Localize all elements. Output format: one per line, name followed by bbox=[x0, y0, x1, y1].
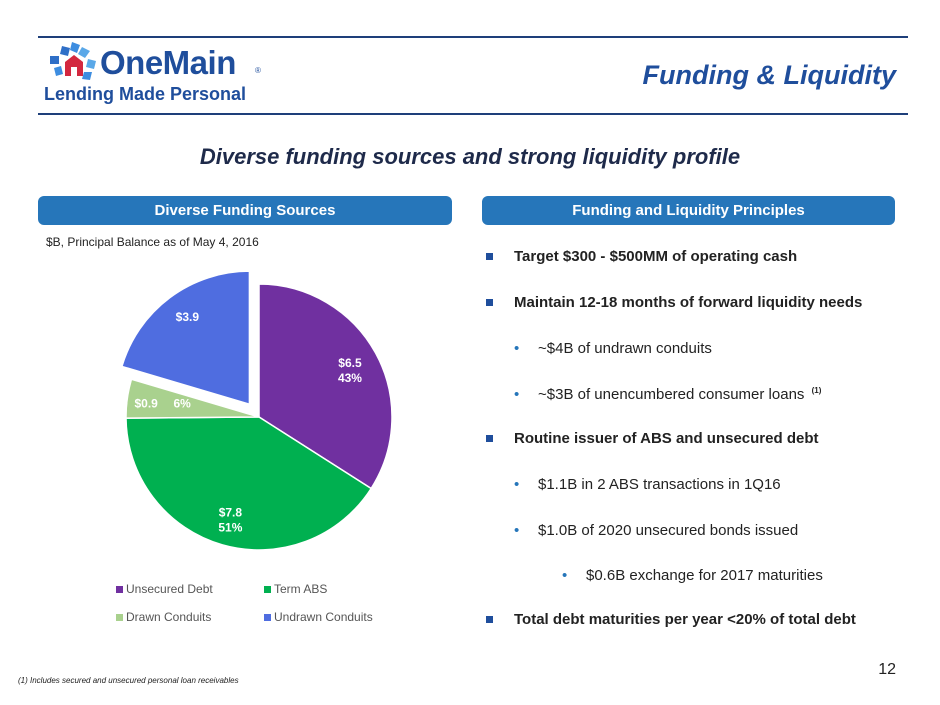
header-rule-top bbox=[38, 36, 908, 38]
dot-bullet-icon: • bbox=[514, 522, 520, 539]
logo-wordmark: OneMain bbox=[100, 44, 236, 81]
pie-slice-drawn-conduits bbox=[125, 378, 260, 419]
dot-bullet-icon: • bbox=[514, 476, 520, 493]
square-bullet-icon bbox=[486, 253, 493, 260]
logo-tagline: Lending Made Personal bbox=[44, 84, 247, 104]
page-number: 12 bbox=[878, 661, 896, 678]
principle-text: Total debt maturities per year <20% of t… bbox=[514, 611, 856, 628]
banner-liquidity-principles: Funding and Liquidity Principles bbox=[482, 196, 895, 225]
pct-label-drawn-conduits: 6% bbox=[174, 397, 192, 411]
legend-label: Drawn Conduits bbox=[126, 610, 211, 624]
principle-text: $1.0B of 2020 unsecured bonds issued bbox=[538, 522, 799, 539]
header-rule-bottom bbox=[38, 113, 908, 115]
principle-text: Target $300 - $500MM of operating cash bbox=[514, 248, 798, 265]
square-bullet-icon bbox=[486, 616, 493, 623]
slide-title: Funding & Liquidity bbox=[642, 60, 896, 90]
principle-text: Routine issuer of ABS and unsecured debt bbox=[514, 430, 819, 447]
legend-swatch bbox=[116, 586, 123, 593]
pct-label-term-abs: 51% bbox=[218, 521, 242, 535]
dot-bullet-icon: • bbox=[514, 340, 520, 357]
logo-registered-mark: ® bbox=[255, 66, 261, 75]
data-label-unsecured-debt: $6.5 bbox=[338, 356, 362, 370]
principle-text: $1.1B in 2 ABS transactions in 1Q16 bbox=[538, 476, 781, 493]
pct-label-unsecured-debt: 43% bbox=[338, 371, 362, 385]
chart-units-note: $B, Principal Balance as of May 4, 2016 bbox=[46, 235, 259, 249]
square-bullet-icon bbox=[486, 299, 493, 306]
legend-label: Term ABS bbox=[274, 582, 327, 596]
funding-pie-chart: $6.543% $7.851% $0.9 6% $3.9 Unsecured Debt Te… bbox=[116, 270, 393, 624]
data-label-drawn-conduits: $0.9 bbox=[134, 397, 158, 411]
legend-swatch bbox=[264, 586, 271, 593]
principle-text: ~$3B of unencumbered consumer loans (1) bbox=[538, 386, 822, 403]
banner-funding-sources: Diverse Funding Sources bbox=[38, 196, 452, 225]
principle-text: Maintain 12-18 months of forward liquidi… bbox=[514, 294, 863, 311]
dot-bullet-icon: • bbox=[562, 567, 568, 584]
principle-text: ~$4B of undrawn conduits bbox=[538, 340, 712, 357]
square-bullet-icon bbox=[486, 435, 493, 442]
logo-mark-icon bbox=[50, 42, 96, 80]
data-label-term-abs: $7.8 bbox=[219, 506, 243, 520]
legend-label: Unsecured Debt bbox=[126, 582, 213, 596]
legend-label: Undrawn Conduits bbox=[274, 610, 373, 624]
principle-text: $0.6B exchange for 2017 maturities bbox=[586, 567, 823, 584]
dot-bullet-icon: • bbox=[514, 386, 520, 403]
slide-subtitle: Diverse funding sources and strong liqui… bbox=[199, 144, 741, 169]
pie-slice-undrawn-conduits bbox=[120, 270, 251, 406]
data-label-undrawn-conduits: $3.9 bbox=[176, 310, 200, 324]
footnote-ref: (1) bbox=[811, 386, 822, 395]
legend-swatch bbox=[116, 614, 123, 621]
footnote: (1) Includes secured and unsecured perso… bbox=[18, 676, 239, 685]
legend-swatch bbox=[264, 614, 271, 621]
pie-slice-term-abs bbox=[125, 416, 373, 551]
onemain-logo: OneMain ® Lending Made Personal bbox=[44, 42, 278, 108]
